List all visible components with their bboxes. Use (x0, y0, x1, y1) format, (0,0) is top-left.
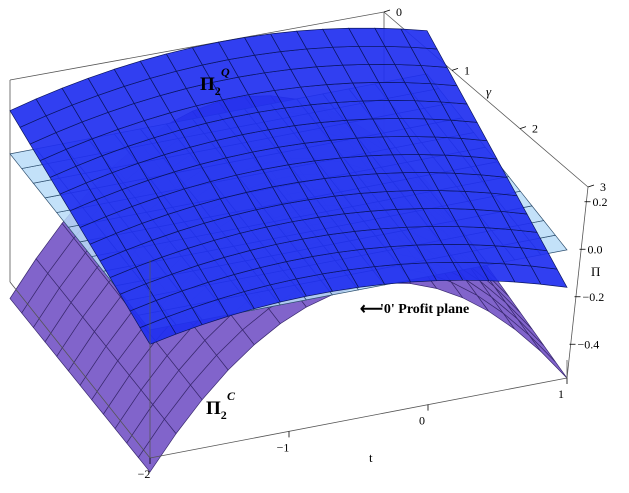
gamma-tick-label: 0 (396, 5, 402, 19)
plot-box-front (9, 186, 589, 459)
pi2c-label-sub: 2 (221, 408, 227, 422)
gamma-tick (587, 184, 595, 188)
t-tick-label: −1 (277, 440, 290, 454)
gamma-tick (451, 67, 459, 71)
pi2q-label-main: Π (200, 74, 215, 95)
t-axis: −2 −1 0 1 (138, 378, 568, 481)
gamma-tick (383, 9, 391, 13)
pi-tick-label: 0.2 (593, 195, 608, 209)
gamma-tick (519, 126, 527, 130)
profit-plane-label: '0' Profit plane (380, 302, 469, 317)
pi2c-label-sup: C (227, 389, 236, 403)
gamma-axis: 0 1 2 3 (383, 5, 606, 194)
pi2c-cell (528, 335, 568, 379)
gamma-axis-label: γ (486, 84, 492, 99)
pi-axis: 0.2 0.0 −0.2 −0.4 (569, 195, 608, 351)
svg-text:Π2: Π2 (200, 74, 221, 98)
profit-plane-arrow: ⟵ (360, 301, 383, 318)
t-tick-label: −2 (138, 467, 151, 481)
t-tick-label: 0 (419, 414, 425, 428)
pi2c-cell (517, 318, 556, 362)
pi2q-label: Π2 Q (200, 65, 230, 98)
pi-tick-label: 0.0 (588, 242, 603, 256)
gamma-tick-label: 3 (600, 180, 606, 194)
pi2c-label-main: Π (206, 398, 221, 419)
gamma-tick-label: 1 (464, 63, 470, 77)
pi2c-label: Π2 C (206, 389, 236, 422)
t-tick-label: 1 (558, 387, 564, 401)
t-axis-label: t (369, 450, 373, 465)
pi2q-label-sub: 2 (215, 84, 221, 98)
pi-axis-label: Π (591, 264, 600, 279)
pi2q-label-sup: Q (221, 65, 230, 79)
pi-tick-label: −0.4 (578, 337, 600, 351)
pi-tick-label: −0.2 (583, 290, 605, 304)
gamma-tick-label: 2 (532, 122, 538, 136)
pi2q-cell (400, 28, 438, 50)
surface-pi2q (9, 27, 568, 345)
svg-text:Π2: Π2 (206, 398, 227, 422)
